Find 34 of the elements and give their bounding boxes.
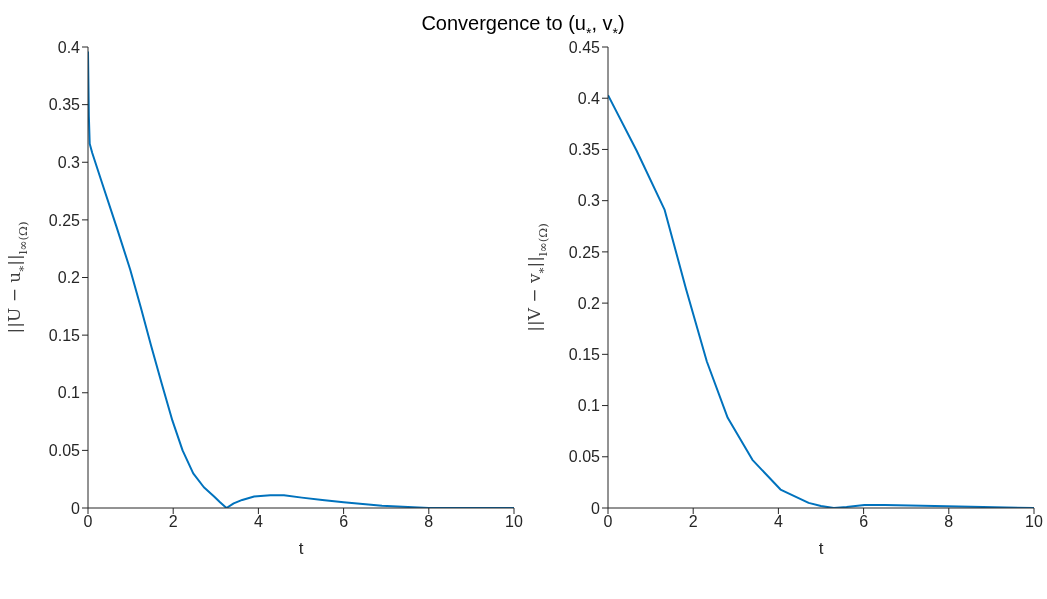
x-tick-label: 6 [339,513,349,531]
y-tick-label: 0.1 [57,384,81,402]
x-tick-label: 2 [168,513,178,531]
x-axis-title: t [818,539,824,558]
x-tick-label: 8 [944,513,954,531]
y-tick-label: 0.05 [48,442,81,460]
x-axis-title: t [298,539,304,558]
chart-title: Convergence to (u$_{*}$, v$_{*}$) [421,12,625,41]
y-tick-label: 0.15 [48,326,81,344]
y-tick-label: 0.15 [568,346,601,364]
y-tick-label: 0.25 [48,211,81,229]
y-tick-label: 0.3 [57,153,81,171]
y-tick-label: 0.35 [48,96,81,114]
y-tick-label: 0.45 [568,38,601,56]
y-tick-label: 0 [71,499,81,517]
x-tick-label: 6 [859,513,869,531]
x-tick-label: 4 [253,513,263,531]
y-tick-label: 0 [591,499,601,517]
y-tick-label: 0.25 [568,243,601,261]
y-tick-label: 0.3 [577,192,601,210]
x-tick-label: 10 [505,513,523,531]
x-tick-label: 8 [424,513,434,531]
x-tick-label: 0 [603,513,613,531]
x-tick-label: 2 [688,513,698,531]
y-tick-label: 0.2 [57,269,81,287]
y-tick-label: 0.1 [577,397,601,415]
y-tick-label: 0.35 [568,141,601,159]
x-tick-label: 0 [83,513,93,531]
y-tick-label: 0.05 [568,448,601,466]
x-tick-label: 10 [1025,513,1043,531]
x-tick-label: 4 [773,513,783,531]
y-tick-label: 0.4 [57,38,81,56]
y-tick-label: 0.2 [577,294,601,312]
y-tick-label: 0.4 [577,89,601,107]
